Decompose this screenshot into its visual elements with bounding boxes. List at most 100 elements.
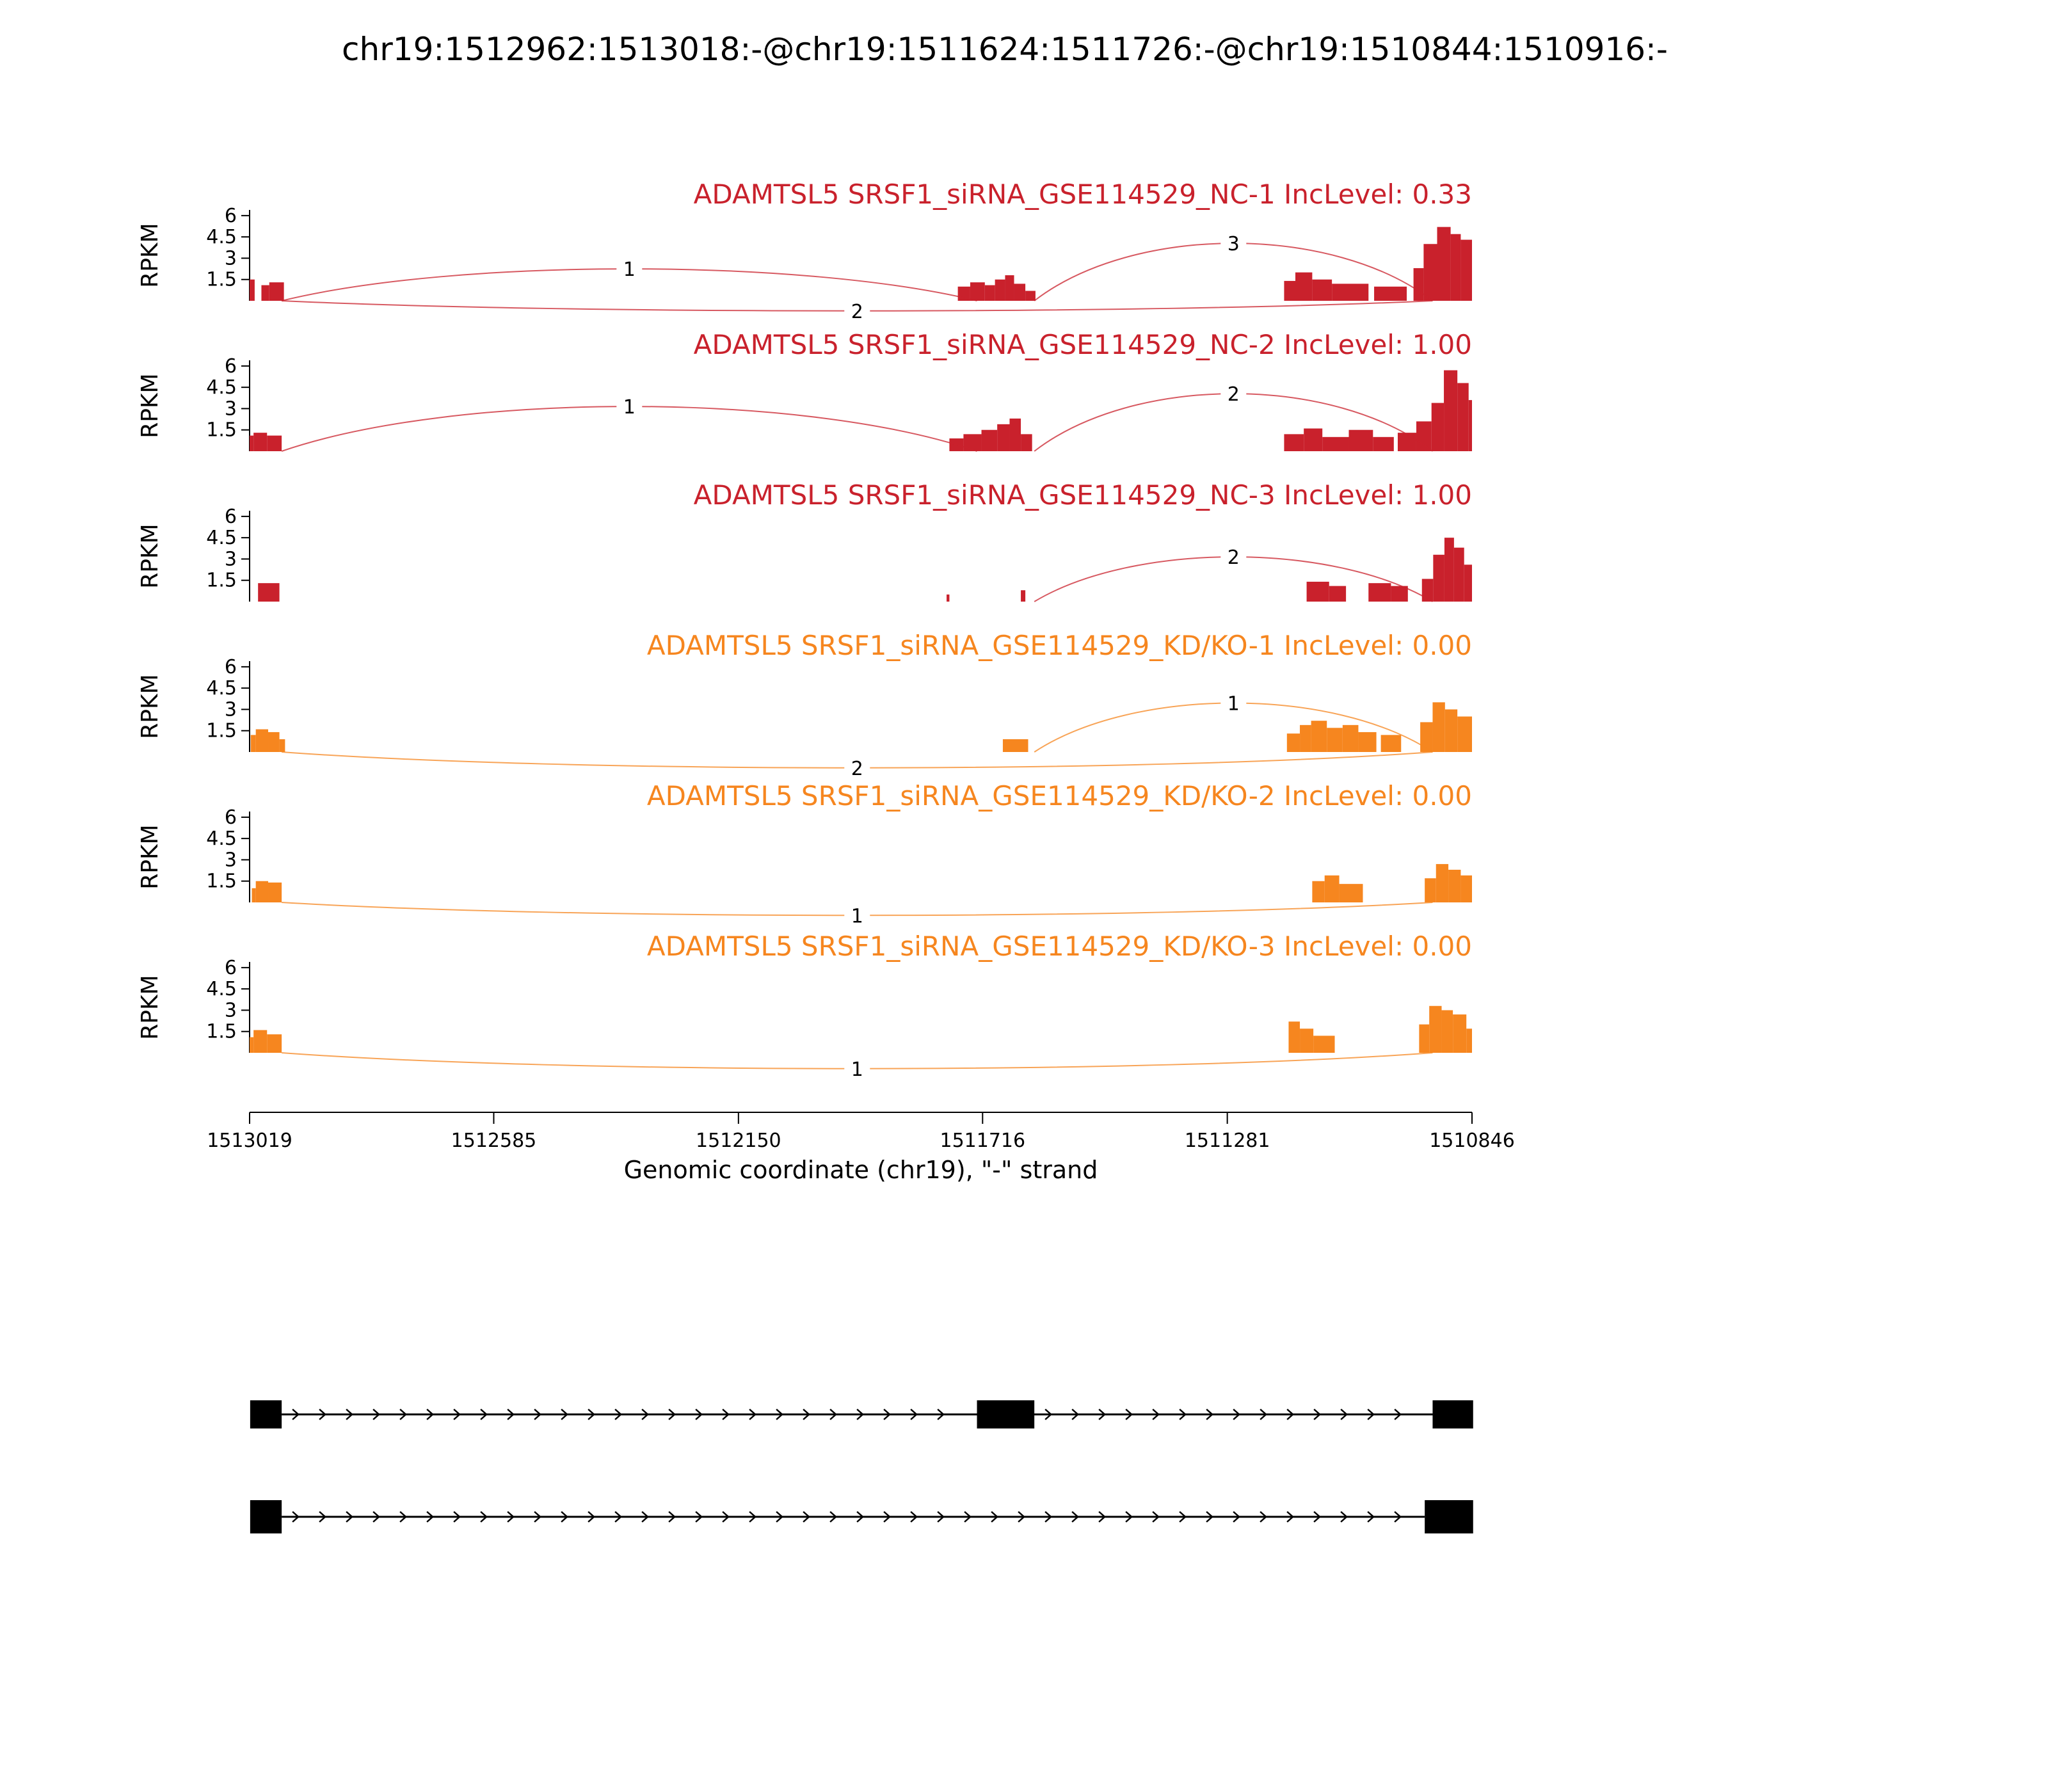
y-tick-label: 4.5 — [206, 226, 237, 248]
coverage-bar — [1423, 244, 1437, 301]
y-tick-label: 1.5 — [206, 720, 237, 742]
strand-arrow-icon — [319, 1511, 326, 1523]
y-tick-label: 4.5 — [206, 828, 237, 850]
coverage-bar — [1300, 724, 1311, 752]
coverage-bar — [1429, 1005, 1442, 1053]
strand-arrow-icon — [372, 1511, 380, 1523]
strand-arrow-icon — [507, 1409, 515, 1420]
junction-count-bg — [1220, 381, 1247, 406]
coverage-bar — [279, 739, 285, 752]
strand-arrow-icon — [641, 1409, 649, 1420]
exon-box — [250, 1400, 282, 1428]
strand-arrow-icon — [883, 1511, 891, 1523]
strand-arrow-icon — [292, 1511, 300, 1523]
strand-arrow-icon — [1286, 1511, 1294, 1523]
strand-arrow-icon — [910, 1409, 918, 1420]
strand-arrow-icon — [1313, 1511, 1321, 1523]
coverage-bar — [1312, 279, 1332, 301]
x-tick-label: 1512585 — [451, 1130, 537, 1152]
strand-arrow-icon — [1152, 1409, 1160, 1420]
coverage-bar — [268, 732, 280, 752]
coverage-bar — [250, 279, 255, 301]
strand-arrow-icon — [1367, 1409, 1375, 1420]
junction-count: 1 — [623, 396, 636, 419]
strand-arrow-icon — [453, 1409, 461, 1420]
junction-count-bg — [1220, 691, 1247, 716]
coverage-bar — [1313, 1036, 1335, 1053]
coverage-bar — [1413, 268, 1424, 301]
strand-arrow-icon — [319, 1409, 326, 1420]
y-axis-label: RPKM — [137, 674, 163, 739]
junction-count-bg — [616, 394, 643, 419]
coverage-bar — [1342, 724, 1359, 752]
strand-arrow-icon — [1071, 1511, 1079, 1523]
junction-count: 2 — [851, 301, 863, 323]
strand-arrow-icon — [561, 1511, 568, 1523]
coverage-bar — [1416, 421, 1432, 451]
strand-arrow-icon — [883, 1409, 891, 1420]
coverage-bar — [1466, 1028, 1472, 1053]
track-2: 1.534.56 RPKM ADAMTSL5 SRSF1_siRNA_GSE1145… — [137, 329, 1472, 452]
coverage-bar — [963, 434, 982, 451]
coverage-bar — [1437, 227, 1451, 301]
coverage-bar — [255, 729, 269, 752]
strand-arrow-icon — [1071, 1409, 1080, 1420]
strand-arrow-icon — [1260, 1409, 1268, 1420]
coverage-bar — [252, 888, 256, 902]
coverage-bar — [1329, 586, 1347, 602]
coverage-bar — [253, 433, 268, 451]
coverage-bar — [1002, 739, 1028, 752]
y-tick-label: 3 — [225, 548, 237, 570]
strand-arrow-icon — [1098, 1409, 1107, 1420]
strand-arrow-icon — [1233, 1409, 1241, 1420]
strand-arrow-icon — [1179, 1511, 1187, 1523]
strand-arrow-icon — [856, 1511, 864, 1523]
strand-arrow-icon — [1206, 1511, 1213, 1523]
coverage-bar — [1324, 875, 1340, 902]
x-axis: 1513019 1512585 1512150 1511716 1511281 15108… — [207, 1112, 1515, 1152]
junction-count-bg — [1220, 231, 1247, 256]
coverage-bar — [258, 583, 280, 602]
junction-count: 2 — [1228, 547, 1240, 569]
strand-arrow-icon — [722, 1511, 730, 1523]
x-tick-label: 1511281 — [1185, 1130, 1270, 1152]
strand-arrow-icon — [803, 1409, 810, 1420]
exon-box — [250, 1500, 282, 1533]
strand-arrow-icon — [1044, 1511, 1052, 1523]
strand-arrow-icon — [399, 1511, 407, 1523]
strand-arrow-icon — [803, 1511, 810, 1523]
coverage-bar — [1431, 403, 1444, 451]
coverage-bar — [947, 594, 950, 602]
strand-arrow-icon — [399, 1409, 407, 1420]
junction-count-bg — [844, 1056, 870, 1081]
x-tick-label: 1513019 — [207, 1130, 292, 1152]
coverage-bar — [1339, 884, 1363, 902]
coverage-bar — [267, 435, 282, 451]
strand-arrow-icon — [641, 1511, 649, 1523]
coverage-bar — [250, 735, 256, 752]
coverage-bar — [261, 285, 269, 301]
exon-box — [1425, 1500, 1473, 1533]
track-label: ADAMTSL5 SRSF1_siRNA_GSE114529_KD/KO-1 I… — [647, 630, 1472, 661]
strand-arrow-icon — [829, 1511, 837, 1523]
strand-arrow-icon — [1125, 1409, 1133, 1420]
coverage-bar — [255, 881, 269, 902]
junction-count: 1 — [623, 259, 636, 281]
strand-arrow-icon — [1044, 1409, 1053, 1420]
strand-arrow-icon — [695, 1409, 703, 1420]
y-tick-label: 6 — [225, 656, 237, 678]
strand-arrow-icon — [426, 1409, 434, 1420]
coverage-bar — [1391, 586, 1408, 602]
strand-arrow-icon — [668, 1409, 676, 1420]
y-tick-label: 1.5 — [206, 269, 237, 291]
coverage-bar — [1288, 1021, 1300, 1053]
coverage-bar — [1436, 864, 1449, 902]
plot-title: chr19:1512962:1513018:-@chr19:1511624:15… — [342, 31, 1668, 68]
coverage-bar — [1021, 434, 1032, 451]
strand-arrow-icon — [1394, 1409, 1402, 1420]
coverage-bar — [970, 282, 985, 301]
junction-count: 1 — [1228, 692, 1240, 715]
transcript-2 — [250, 1500, 1473, 1533]
strand-arrow-icon — [1367, 1511, 1375, 1523]
strand-arrow-icon — [507, 1511, 515, 1523]
